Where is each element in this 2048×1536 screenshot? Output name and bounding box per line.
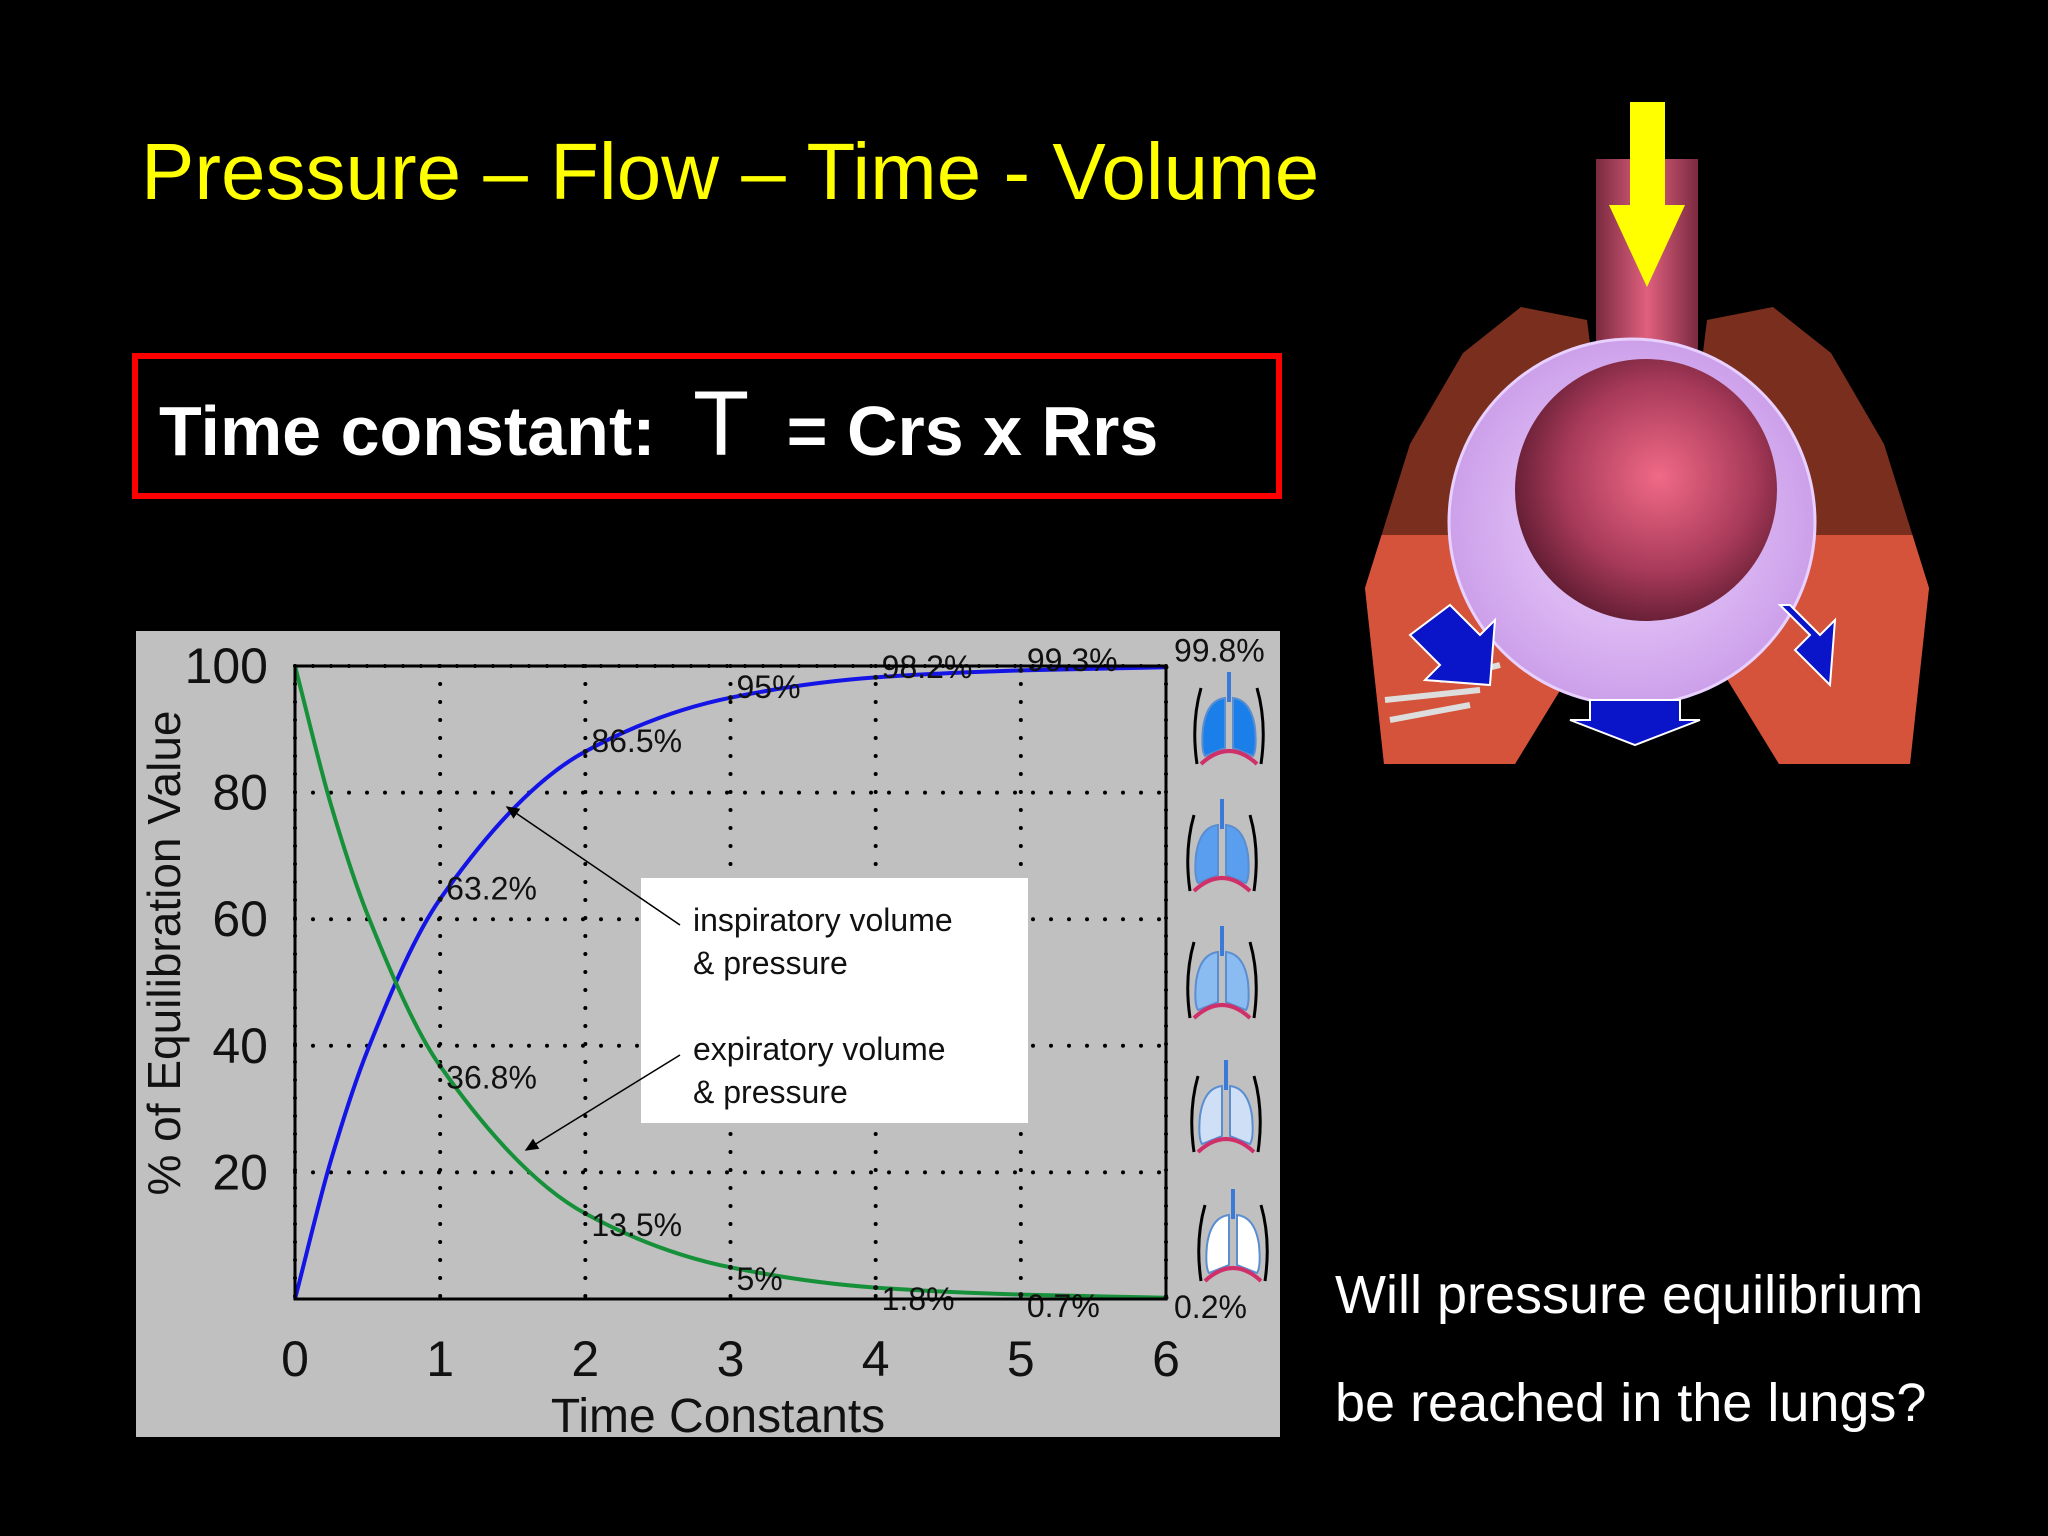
- y-tick-label: 40: [212, 1018, 268, 1074]
- legend-box: [641, 878, 1028, 1123]
- x-axis-label: Time Constants: [551, 1390, 885, 1443]
- value-label: 5%: [737, 1261, 783, 1297]
- value-label: 13.5%: [591, 1207, 682, 1243]
- formula-expression: = Crs x Rrs: [787, 392, 1159, 470]
- data-point: [1018, 667, 1024, 673]
- question-line: Will pressure equilibrium: [1335, 1265, 1923, 1325]
- data-point: [873, 1285, 879, 1291]
- value-label: 86.5%: [591, 723, 682, 759]
- x-tick-label: 3: [717, 1331, 745, 1387]
- y-tick-label: 80: [212, 765, 268, 821]
- slide-title: Pressure – Flow – Time - Volume: [141, 127, 1319, 216]
- formula-label: Time constant:: [159, 392, 656, 470]
- formula: Time constant: T = Crs x Rrs: [159, 373, 1158, 475]
- plot: 20 40 60 80 100 0 1 2 3 4 5 6 Time Constants % of Equ…: [138, 633, 1265, 1443]
- data-point: [582, 748, 588, 754]
- value-label: 99.3%: [1027, 642, 1118, 678]
- data-point: [728, 1264, 733, 1270]
- data-point: [582, 1211, 588, 1217]
- value-label: 0.7%: [1027, 1288, 1100, 1324]
- value-label: 0.2%: [1174, 1289, 1247, 1325]
- value-label: 95%: [737, 669, 801, 705]
- x-tick-label: 1: [426, 1331, 454, 1387]
- lung-diagram: [1365, 102, 1929, 764]
- y-tick-label: 60: [212, 891, 268, 947]
- x-tick-label: 0: [281, 1331, 309, 1387]
- legend-entry: inspiratory volume & pressure: [693, 902, 953, 981]
- x-tick-label: 2: [571, 1331, 599, 1387]
- value-label: 36.8%: [446, 1060, 537, 1096]
- y-tick-label: 100: [185, 638, 268, 694]
- x-tick-label: 5: [1007, 1331, 1035, 1387]
- data-point: [437, 1063, 443, 1069]
- data-point: [437, 896, 443, 902]
- question-line: be reached in the lungs?: [1335, 1373, 1926, 1433]
- legend-pointer: [524, 1054, 681, 1151]
- formula-symbol: T: [693, 373, 749, 475]
- y-axis-label: % of Equilibration Value: [138, 711, 190, 1196]
- legend-entry: expiratory volume & pressure: [693, 1031, 946, 1110]
- value-label: 63.2%: [446, 870, 537, 906]
- x-tick-label: 4: [862, 1331, 890, 1387]
- plot-border: [293, 664, 1168, 1301]
- y-tick-label: 20: [212, 1144, 268, 1200]
- formula-box: [132, 353, 1282, 499]
- value-label: 99.8%: [1174, 633, 1265, 669]
- data-point: [728, 695, 733, 701]
- x-tick-label: 6: [1152, 1331, 1180, 1387]
- data-point: [873, 674, 879, 680]
- legend-pointer: [505, 806, 681, 926]
- data-point: [1018, 1292, 1024, 1298]
